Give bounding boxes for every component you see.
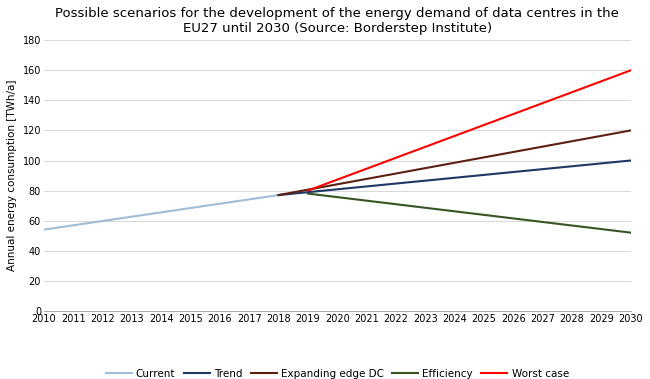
Legend: Current, Trend, Expanding edge DC, Efficiency, Worst case: Current, Trend, Expanding edge DC, Effic… [101, 365, 573, 379]
Worst case [304, 188, 312, 193]
Line: Current: Current [44, 195, 279, 230]
Line: Efficiency: Efficiency [308, 194, 630, 233]
Efficiency [304, 191, 312, 196]
Efficiency [627, 230, 634, 235]
Worst case [627, 68, 634, 73]
Y-axis label: Annual energy consumption [TWh/a]: Annual energy consumption [TWh/a] [7, 80, 17, 271]
Line: Expanding edge DC: Expanding edge DC [279, 130, 630, 195]
Expanding edge DC [627, 128, 634, 133]
Line: Trend: Trend [279, 160, 630, 195]
Title: Possible scenarios for the development of the energy demand of data centres in t: Possible scenarios for the development o… [55, 7, 619, 35]
Expanding edge DC [275, 193, 283, 197]
Trend [627, 158, 634, 163]
Line: Worst case: Worst case [308, 70, 630, 191]
Current [40, 227, 47, 232]
Current [275, 193, 283, 197]
Trend [275, 193, 283, 197]
